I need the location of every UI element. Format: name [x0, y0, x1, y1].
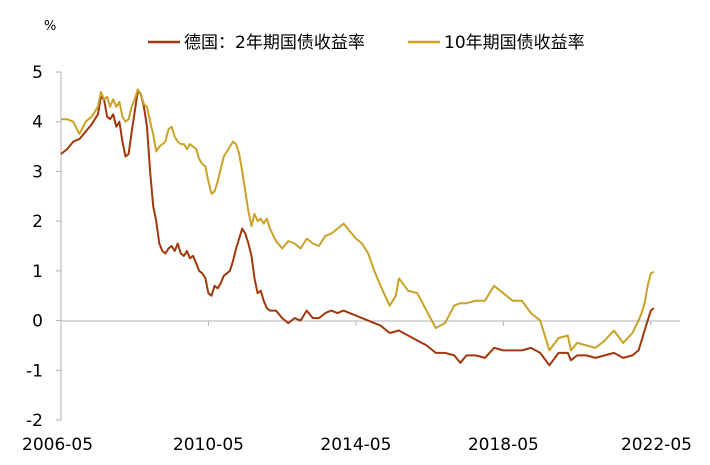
x-tick-label: 2022-05 — [621, 435, 692, 455]
y-tick-label: 5 — [32, 63, 43, 83]
axes — [60, 72, 680, 420]
legend-label-series-1: 德国：2年期国债收益率 — [184, 33, 365, 53]
y-tick-label: 3 — [32, 162, 43, 182]
x-tick-label: 2006-05 — [22, 435, 93, 455]
y-tick-label: 4 — [32, 113, 43, 133]
y-tick-label: 0 — [32, 312, 43, 332]
legend: 德国：2年期国债收益率 10年期国债收益率 — [148, 33, 585, 53]
series-lines — [60, 88, 655, 367]
series-line-1 — [60, 89, 655, 367]
y-tick-label: -2 — [26, 411, 43, 431]
y-tick-label: 1 — [32, 262, 43, 282]
x-tick-label: 2014-05 — [320, 435, 391, 455]
x-ticks: 2006-05 2010-05 2014-05 2018-05 2022-05 — [22, 320, 692, 455]
y-tick-label: -1 — [26, 361, 43, 381]
unit-label: % — [44, 19, 56, 34]
x-tick-label: 2010-05 — [173, 435, 244, 455]
y-ticks: 5 4 3 2 1 0 -1 -2 — [26, 63, 61, 431]
legend-label-series-2: 10年期国债收益率 — [444, 33, 585, 53]
y-tick-label: 2 — [32, 212, 43, 232]
series-line-2 — [61, 88, 655, 352]
x-tick-label: 2018-05 — [468, 435, 539, 455]
